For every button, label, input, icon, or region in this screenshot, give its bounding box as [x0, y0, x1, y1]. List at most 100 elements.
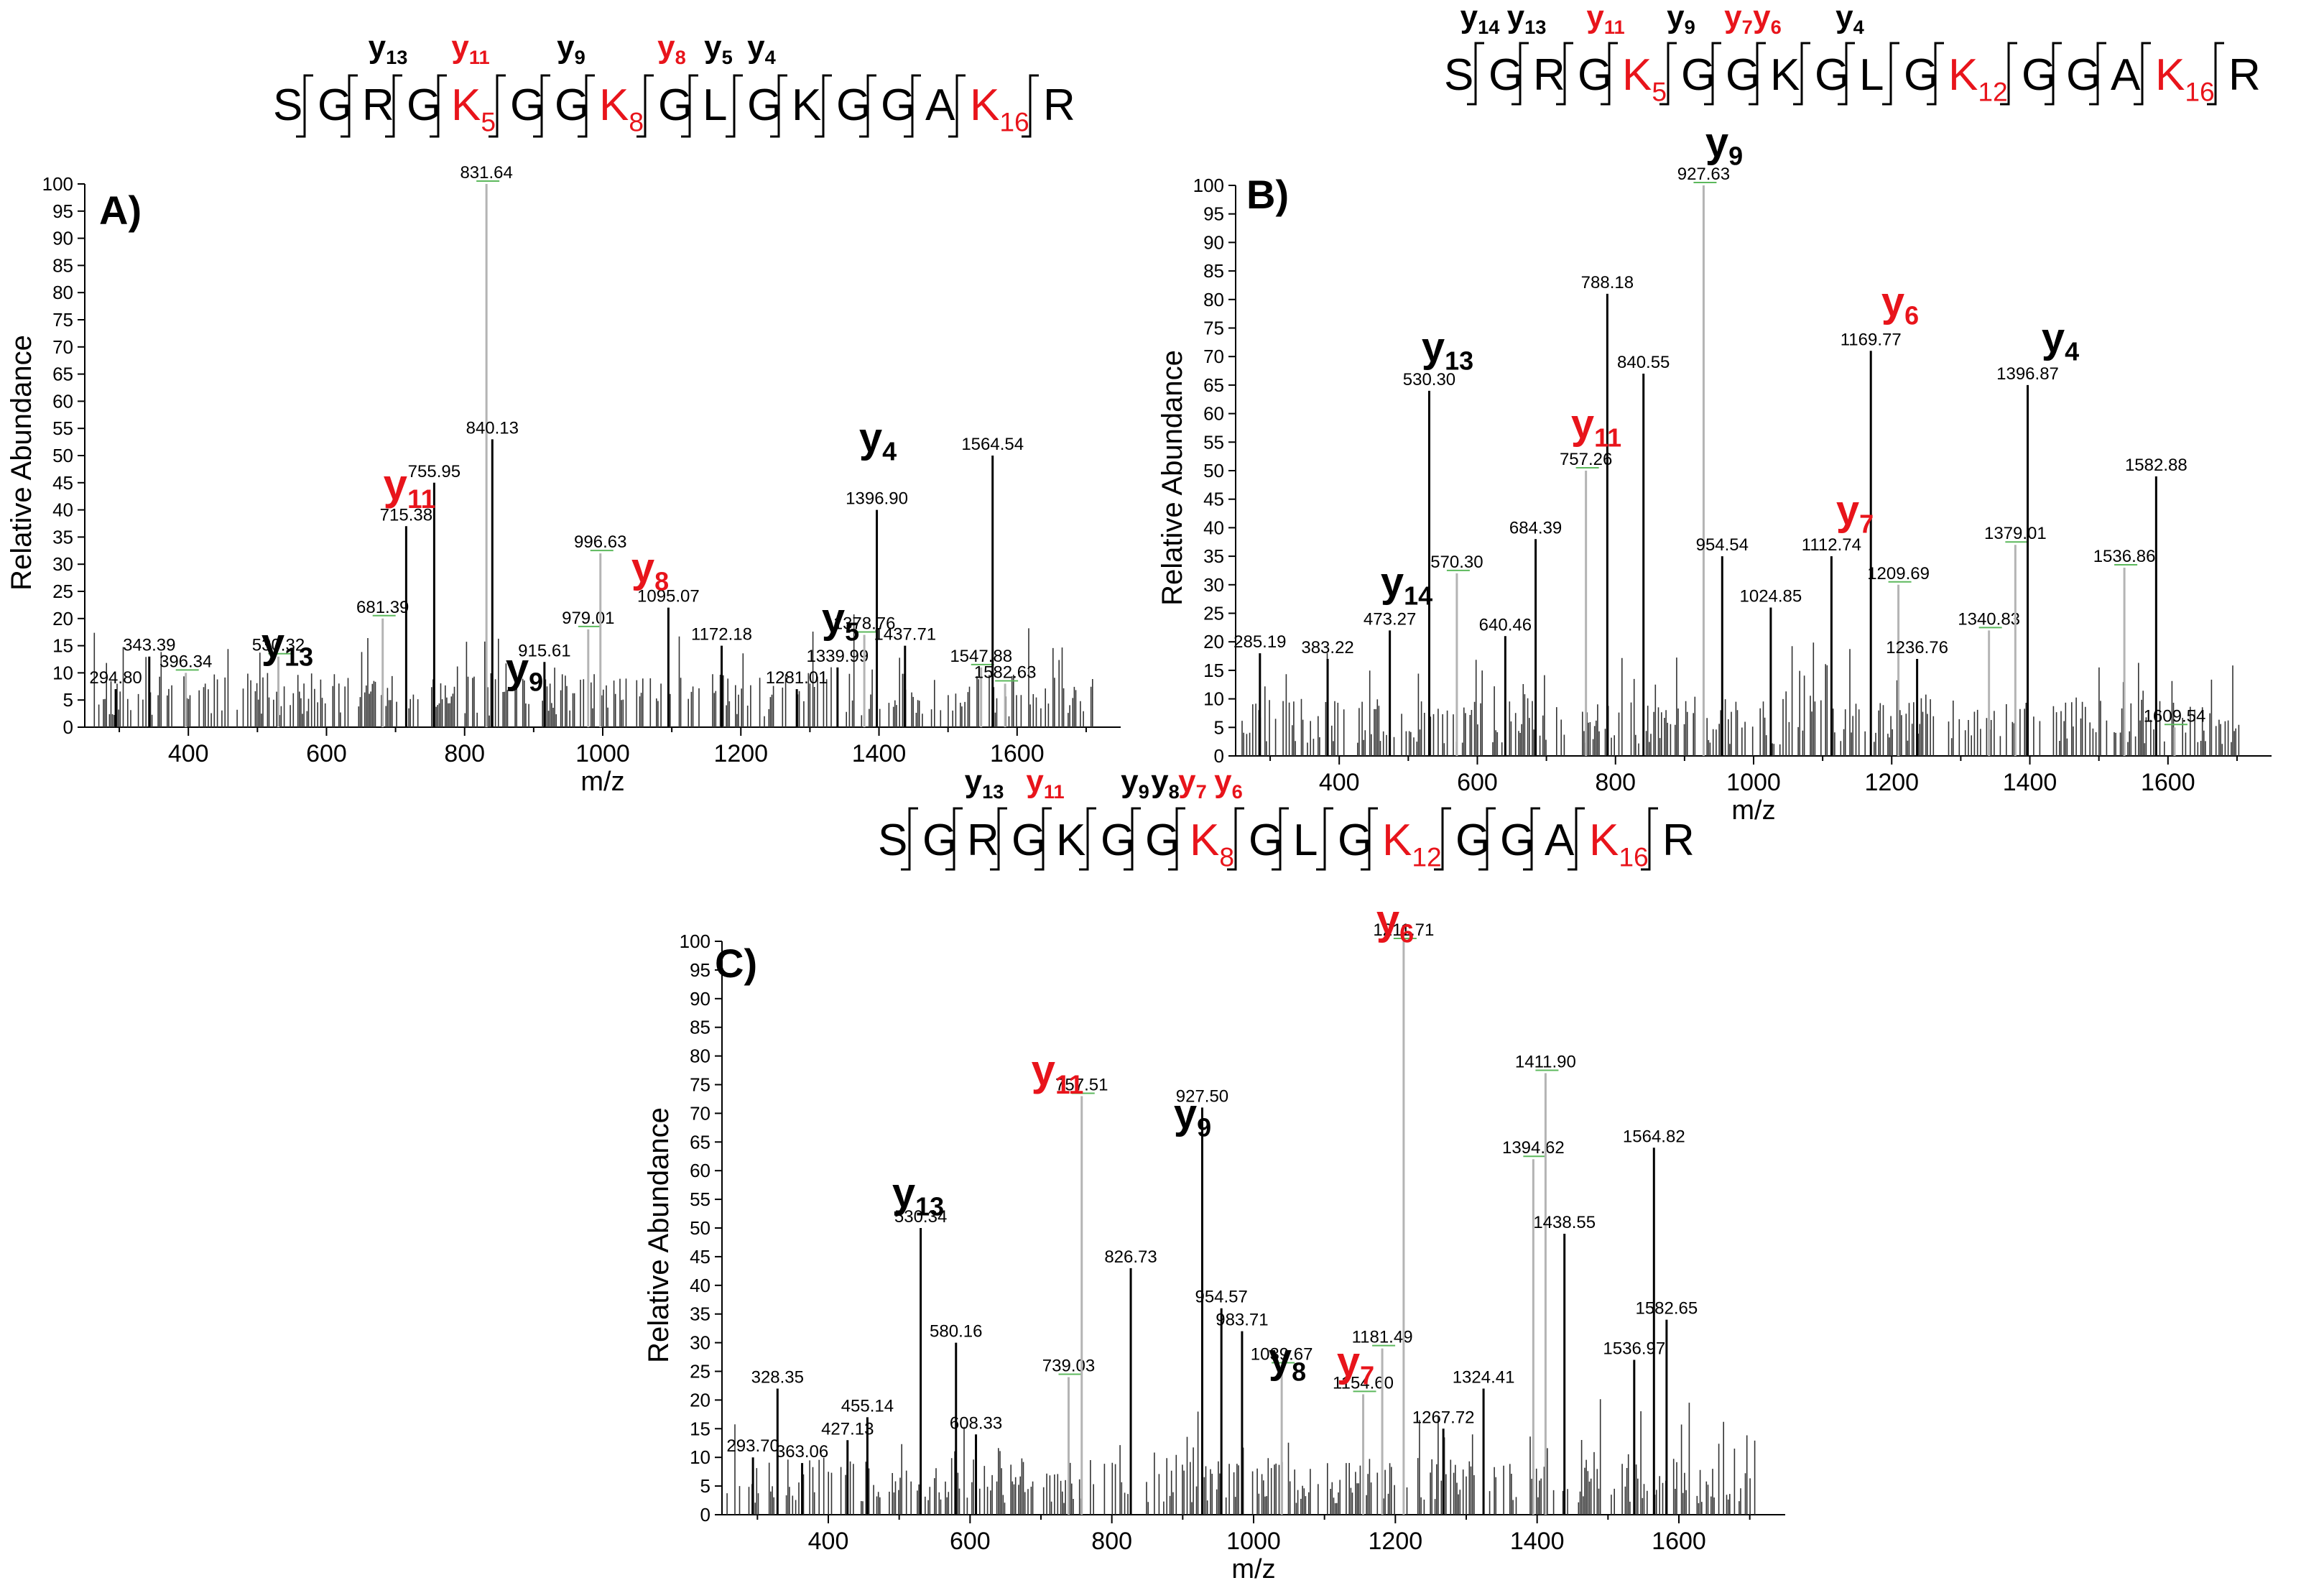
- sequence-ion-label: y4: [1835, 0, 1864, 38]
- y-tick-label: 90: [1203, 231, 1224, 253]
- y-tick-label: 75: [1203, 318, 1224, 339]
- cleavage-bracket: [904, 74, 921, 138]
- cleavage-bracket: [945, 807, 963, 871]
- peak-label: 757.51: [1055, 1075, 1108, 1094]
- y-tick-label: 90: [52, 228, 73, 249]
- cleavage-bracket: [1838, 42, 1855, 106]
- cleavage-bracket: [1882, 42, 1899, 106]
- cleavage-bracket: [1467, 42, 1484, 106]
- y-tick-label: 30: [1203, 574, 1224, 596]
- sequence-residue: K12: [1382, 816, 1442, 872]
- sequence-ion-label: y9: [1121, 764, 1149, 803]
- y-tick-label: 45: [1203, 489, 1224, 510]
- peak-label: 954.57: [1195, 1288, 1247, 1307]
- y-tick-label: 70: [690, 1102, 710, 1124]
- peak-label: 608.33: [950, 1413, 1002, 1433]
- peak-label: 1112.74: [1802, 535, 1861, 555]
- y-tick-label: 65: [1203, 374, 1224, 396]
- sequence-residue: K16: [2155, 50, 2215, 107]
- y-tick-label: 95: [52, 200, 73, 222]
- sequence-residue: R: [2228, 50, 2261, 100]
- peak-label: 954.54: [1696, 535, 1749, 555]
- peak-label: 1095.07: [637, 587, 700, 606]
- cleavage-bracket: [1022, 74, 1039, 138]
- y-tick-label: 40: [690, 1275, 710, 1296]
- y-tick-label: 10: [690, 1446, 710, 1468]
- peak-label: 640.46: [1479, 615, 1532, 634]
- peak-label: 580.16: [930, 1322, 982, 1342]
- sequence-residue: G: [510, 80, 545, 130]
- sequence-residue: R: [1043, 80, 1075, 130]
- y-tick-label: 15: [1203, 660, 1224, 681]
- peak-label: 1564.82: [1623, 1127, 1685, 1146]
- y-tick-label: 10: [1203, 688, 1224, 710]
- sequence-ion-label: y6: [1753, 0, 1782, 38]
- axes: 0 5 10 15 20 25 30 35 40 45 50 55 60 65 70 75 80 85 90 95 10…: [6, 173, 1121, 797]
- sequence-ion-label: y13: [965, 764, 1004, 803]
- x-tick-label: 1000: [1726, 769, 1781, 796]
- cleavage-bracket: [2089, 42, 2106, 106]
- x-tick-label: 600: [950, 1528, 991, 1555]
- cleavage-bracket: [1556, 42, 1573, 106]
- ion-annotation: y14: [1381, 559, 1432, 611]
- cleavage-bracket: [430, 74, 447, 138]
- ion-annotation: y11: [1032, 1046, 1084, 1099]
- sequence-residue: G: [1726, 50, 1760, 100]
- peak-label: 979.01: [562, 609, 614, 628]
- cleavage-bracket: [1227, 807, 1244, 871]
- y-tick-label: 5: [700, 1475, 710, 1497]
- ion-annotation: y9: [506, 645, 543, 697]
- peak-label: 1396.87: [1996, 364, 2059, 384]
- sequence-residue: G: [1011, 816, 1046, 865]
- cleavage-bracket: [726, 74, 743, 138]
- cleavage-bracket: [296, 74, 313, 138]
- y-tick-label: 85: [690, 1017, 710, 1038]
- y-tick-label: 50: [690, 1217, 710, 1239]
- peak-label: 1267.72: [1412, 1408, 1475, 1427]
- y-tick-label: 45: [690, 1246, 710, 1268]
- x-tick-label: 1400: [1510, 1528, 1565, 1555]
- cleavage-bracket: [489, 74, 506, 138]
- cleavage-bracket: [1568, 807, 1585, 871]
- sequence-ion-label: y13: [1507, 0, 1547, 38]
- noise-peak-lines: [1241, 642, 2240, 756]
- sequence-residue: G: [747, 80, 782, 130]
- peak-label: 396.34: [159, 652, 212, 671]
- cleavage-bracket: [1641, 807, 1658, 871]
- noise-peak-lines: [93, 614, 1093, 727]
- cleavage-bracket: [2000, 42, 2017, 106]
- sequence-residue: G: [1101, 816, 1135, 865]
- y-tick-label: 25: [52, 581, 73, 602]
- peak-label: 1169.77: [1841, 330, 1902, 349]
- ion-annotation: y6: [1376, 897, 1414, 948]
- peak-label: 1564.54: [961, 435, 1024, 454]
- cleavage-bracket: [948, 74, 966, 138]
- cleavage-bracket: [1272, 807, 1289, 871]
- peak-label: 1536.86: [2093, 547, 2156, 566]
- x-tick-label: 1600: [2141, 769, 2195, 796]
- y-tick-label: 80: [1203, 289, 1224, 310]
- panel-label: B): [1246, 172, 1289, 217]
- y-tick-label: 60: [52, 390, 73, 412]
- ion-annotation: y8: [631, 545, 669, 596]
- peak-label: 983.71: [1216, 1311, 1268, 1330]
- ion-annotation: y9: [1174, 1091, 1211, 1142]
- sequence-residue: L: [1859, 50, 1884, 100]
- sequence-residue: G: [658, 80, 693, 130]
- y-tick-label: 50: [1203, 460, 1224, 481]
- x-axis-label: m/z: [1231, 1554, 1275, 1584]
- cleavage-bracket: [2045, 42, 2062, 106]
- axes: 0 5 10 15 20 25 30 35 40 45 50 55 60 65 70 75 80 85 90 95 10…: [643, 931, 1785, 1584]
- peak-label: 1378.76: [833, 614, 896, 633]
- sequence-residue: K5: [451, 80, 496, 137]
- y-tick-label: 5: [1214, 716, 1224, 738]
- x-tick-label: 1200: [713, 740, 768, 767]
- ion-annotation: y8: [1269, 1335, 1306, 1387]
- peak-label: 383.22: [1301, 638, 1353, 657]
- cleavage-bracket: [1523, 807, 1540, 871]
- sequence-residue: G: [1338, 816, 1372, 865]
- ion-annotation: y9: [1705, 119, 1743, 171]
